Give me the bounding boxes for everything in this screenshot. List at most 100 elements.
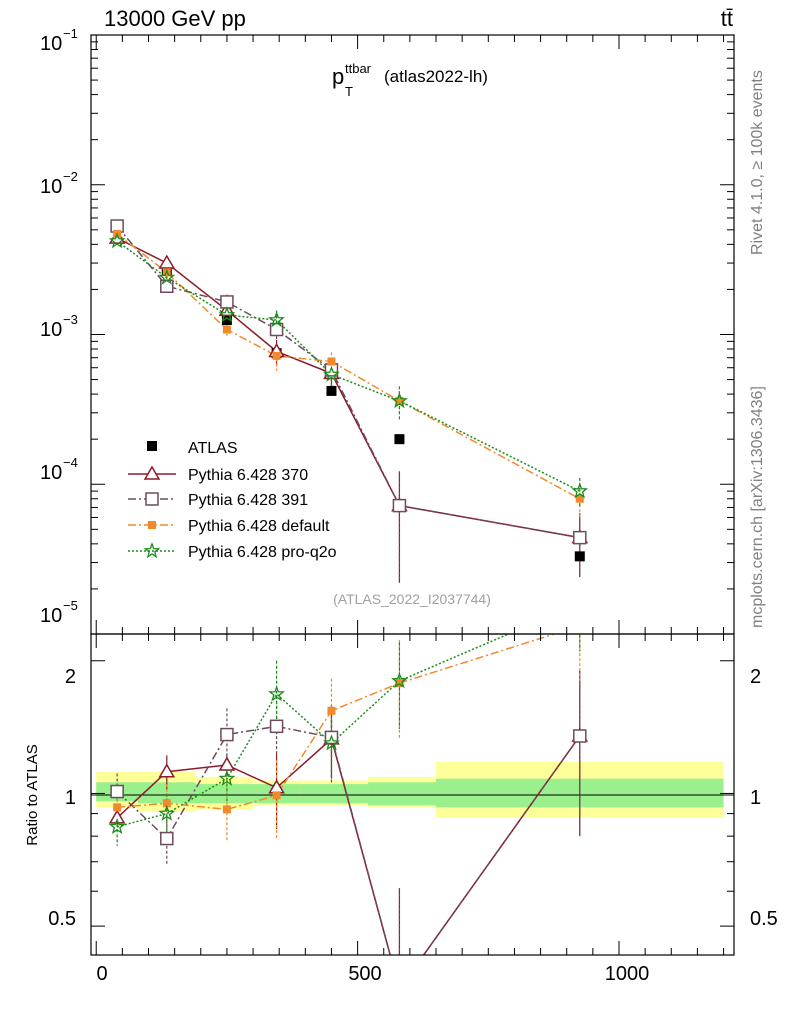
- svg-text:−2: −2: [63, 169, 78, 184]
- marker-pdefault: [222, 805, 231, 814]
- uncertainty-band-inner: [195, 784, 254, 804]
- svg-text:ATLAS: ATLAS: [188, 440, 238, 457]
- svg-text:−3: −3: [63, 312, 78, 327]
- energy-label: 13000 GeV pp: [104, 6, 246, 31]
- series-line-p391: [116, 225, 580, 539]
- marker-pq2o: [323, 365, 340, 382]
- marker-pq2o: [391, 672, 408, 689]
- ratio-plot-panel: Ratio to ATLAS 2 1 0.5 2 1 0.5 0 500 100…: [24, 596, 778, 995]
- marker-pdefault: [327, 357, 336, 366]
- plot-title: p ttbar T (atlas2022-lh): [332, 61, 488, 99]
- ratio-y-tick-label-right: 0.5: [750, 908, 778, 930]
- marker-pdefault: [395, 679, 404, 688]
- ratio-y-tick-label-right: 1: [750, 787, 761, 809]
- x-tick-label: 1000: [605, 963, 650, 985]
- data-point-atlas: [326, 385, 337, 396]
- marker-p370: [392, 982, 406, 994]
- svg-text:p: p: [332, 64, 344, 89]
- marker-p370: [158, 254, 176, 269]
- marker-p391: [220, 727, 234, 742]
- main-y-tick-label: 10 −5: [40, 598, 78, 627]
- marker-pdefault: [327, 706, 336, 715]
- x-tick-label: 0: [96, 963, 107, 985]
- analysis-id-label: (ATLAS_2022_I2037744): [333, 591, 491, 607]
- marker-pq2o: [218, 306, 236, 323]
- svg-text:Pythia 6.428 391: Pythia 6.428 391: [188, 492, 308, 509]
- svg-text:10: 10: [40, 33, 62, 55]
- main-y-tick-label: 10 −4: [40, 455, 78, 484]
- marker-pq2o: [391, 392, 408, 409]
- svg-text:−5: −5: [63, 598, 78, 613]
- marker-p391: [392, 498, 407, 513]
- marker-pq2o: [108, 817, 126, 834]
- marker-pq2o: [158, 804, 176, 821]
- marker-pq2o: [268, 685, 285, 702]
- svg-text:10: 10: [40, 176, 62, 198]
- ratio-y-tick-label: 2: [65, 666, 76, 688]
- ratio-y-tick-label: 0.5: [48, 908, 76, 930]
- main-y-tick-label: 10 −1: [40, 26, 78, 55]
- marker-pdefault: [222, 325, 231, 334]
- marker-p391: [393, 983, 405, 995]
- main-plot-panel: 10 −1 10 −2 10 −3 10 −4 10 −5 p ttbar T …: [40, 26, 735, 635]
- series-line-pdefault: [116, 233, 581, 500]
- ratio-y-tick-label: 1: [65, 787, 76, 809]
- svg-text:−1: −1: [63, 26, 78, 41]
- marker-pdefault: [162, 799, 171, 808]
- svg-text:T: T: [345, 84, 353, 99]
- svg-text:10: 10: [40, 605, 62, 627]
- rivet-version-label: Rivet 4.1.0, ≥ 100k events: [749, 70, 766, 255]
- ratio-y-tick-label-right: 2: [750, 666, 761, 688]
- legend: ATLAS Pythia 6.428 370 Pythia 6.428 391 …: [128, 440, 337, 561]
- uncertainty-band-inner: [300, 784, 369, 804]
- data-point-atlas: [221, 314, 232, 325]
- marker-pq2o: [108, 232, 126, 249]
- marker-p370: [108, 809, 126, 824]
- data-point-atlas: [574, 551, 585, 562]
- data-point-atlas: [394, 434, 405, 445]
- marker-p370: [218, 756, 236, 771]
- ratio-plot-frame: [90, 633, 735, 956]
- legend-entry-atlas: ATLAS: [147, 440, 238, 457]
- source-label: mcplots.cern.ch [arXiv:1306.3436]: [749, 386, 766, 628]
- marker-pq2o: [158, 268, 176, 285]
- svg-text:−4: −4: [63, 455, 78, 470]
- ratio-y-axis-label: Ratio to ATLAS: [24, 744, 41, 845]
- marker-pq2o: [218, 769, 236, 786]
- marker-p391: [160, 831, 174, 846]
- svg-text:(atlas2022-lh): (atlas2022-lh): [384, 67, 488, 86]
- marker-p370: [158, 763, 176, 778]
- marker-pq2o: [573, 596, 586, 609]
- marker-p391: [110, 784, 124, 799]
- marker-pdefault: [395, 396, 404, 405]
- main-y-tick-label: 10 −2: [40, 169, 78, 198]
- legend-entry-pdefault: Pythia 6.428 default: [128, 518, 330, 535]
- marker-p391: [269, 719, 284, 734]
- svg-text:10: 10: [40, 319, 62, 341]
- legend-entry-p391: Pythia 6.428 391: [128, 492, 308, 509]
- process-label: tt̄: [721, 6, 733, 31]
- marker-pq2o: [571, 482, 589, 499]
- marker-pdefault: [575, 494, 584, 503]
- main-y-tick-label: 10 −3: [40, 312, 78, 341]
- marker-pq2o: [323, 734, 340, 751]
- series-line-p370: [116, 237, 580, 539]
- svg-text:Pythia 6.428 default: Pythia 6.428 default: [188, 518, 330, 535]
- marker-pdefault: [272, 351, 281, 360]
- svg-text:Pythia 6.428 pro-q2o: Pythia 6.428 pro-q2o: [188, 544, 337, 561]
- marker-p391: [220, 295, 234, 309]
- marker-pdefault: [272, 791, 281, 800]
- svg-text:Pythia 6.428 370: Pythia 6.428 370: [188, 467, 308, 484]
- marker-pdefault: [113, 803, 122, 812]
- svg-text:10: 10: [40, 462, 62, 484]
- x-tick-label: 500: [348, 963, 381, 985]
- uncertainty-band-inner: [138, 782, 196, 804]
- marker-p391: [573, 729, 587, 743]
- marker-p391: [573, 530, 587, 545]
- uncertainty-band-inner: [368, 782, 437, 806]
- marker-pq2o: [268, 311, 285, 328]
- marker-pdefault: [576, 622, 584, 630]
- legend-entry-pq2o: Pythia 6.428 pro-q2o: [128, 542, 337, 561]
- svg-text:ttbar: ttbar: [345, 61, 372, 76]
